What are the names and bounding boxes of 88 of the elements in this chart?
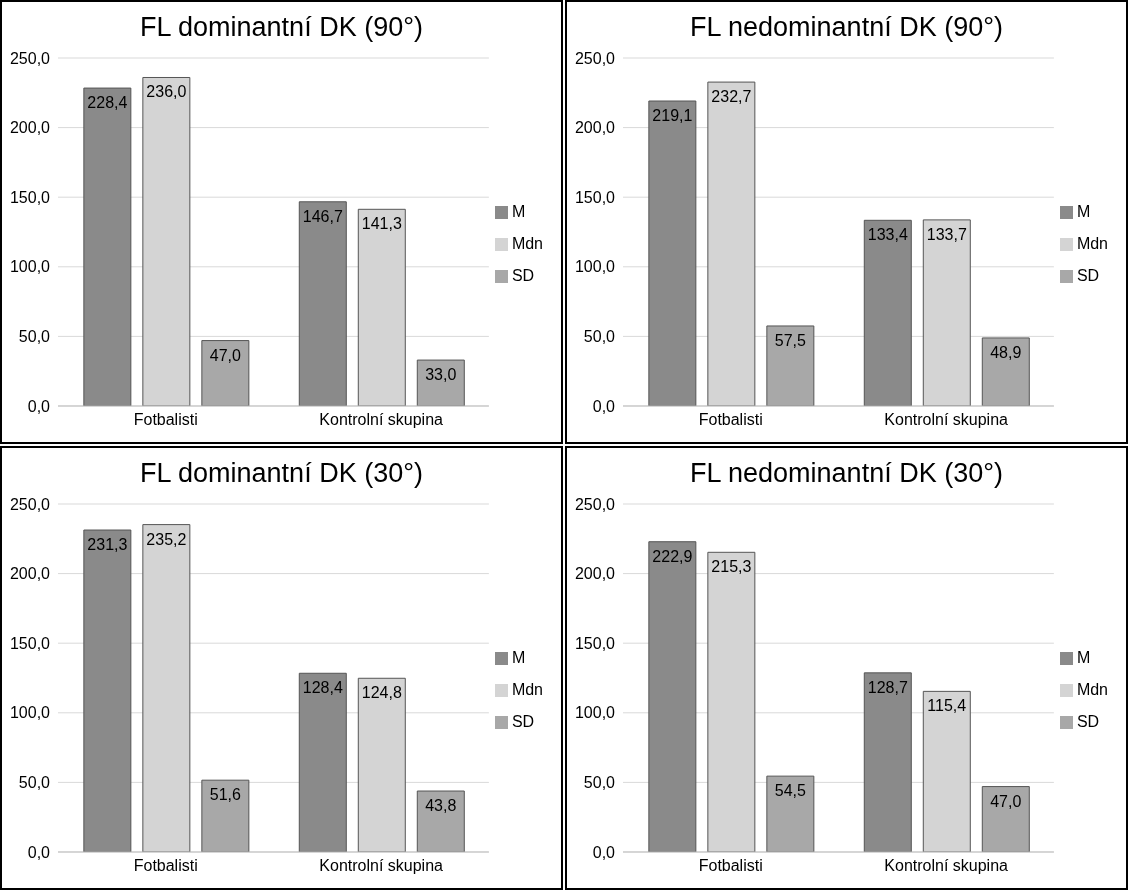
bar: [201, 340, 250, 406]
x-tick-label: Kontrolní skupina: [884, 857, 1009, 875]
y-tick-label: 100,0: [574, 704, 616, 722]
legend-label: M: [1076, 203, 1091, 220]
bar: [863, 219, 912, 406]
legend-label: Mdn: [511, 235, 543, 252]
data-label: 128,4: [302, 679, 343, 697]
x-tick-label: Fotbalisti: [698, 411, 763, 429]
legend-label: M: [1076, 649, 1091, 666]
x-tick-label: Fotbalisti: [698, 857, 763, 875]
y-tick-label: 150,0: [574, 188, 616, 206]
legend-label: M: [511, 649, 526, 666]
data-label: 43,8: [425, 797, 457, 815]
x-tick-label: Kontrolní skupina: [884, 411, 1009, 429]
y-tick-label: 100,0: [9, 704, 51, 722]
y-tick-label: 0,0: [27, 397, 51, 415]
data-label: 54,5: [774, 782, 807, 800]
data-label: 115,4: [927, 697, 967, 715]
bar: [83, 87, 132, 406]
data-label: 146,7: [302, 207, 343, 225]
x-tick-label: Kontrolní skupina: [319, 411, 444, 429]
bar: [416, 359, 465, 406]
chart-title: FL nedominantní DK (30°): [689, 458, 1004, 490]
bar: [863, 672, 912, 852]
legend-label: SD: [1076, 267, 1100, 284]
data-label: 128,7: [867, 678, 908, 696]
y-tick-label: 200,0: [9, 565, 51, 583]
y-tick-label: 50,0: [18, 774, 51, 792]
data-label: 57,5: [774, 331, 807, 349]
y-tick-label: 0,0: [27, 843, 51, 861]
data-label: 215,3: [711, 558, 752, 576]
data-label: 231,3: [87, 536, 128, 554]
legend-label: M: [511, 203, 526, 220]
y-tick-label: 0,0: [592, 397, 616, 415]
y-tick-label: 50,0: [583, 774, 616, 792]
x-tick-label: Fotbalisti: [133, 411, 198, 429]
y-tick-label: 250,0: [9, 495, 51, 513]
bar: [298, 201, 347, 406]
data-label: 141,3: [361, 215, 402, 233]
x-tick-label: Fotbalisti: [133, 857, 198, 875]
bar: [298, 672, 347, 852]
bar: [766, 325, 815, 406]
bar: [981, 337, 1030, 406]
legend-label: SD: [511, 713, 535, 730]
y-tick-label: 250,0: [9, 49, 51, 67]
y-tick-label: 250,0: [574, 49, 616, 67]
chart-title: FL dominantní DK (90°): [139, 12, 424, 44]
y-tick-label: 0,0: [592, 843, 616, 861]
bar: [201, 779, 250, 852]
legend-label: SD: [1076, 713, 1100, 730]
data-label: 228,4: [87, 94, 128, 112]
y-tick-label: 150,0: [574, 634, 616, 652]
data-label: 33,0: [425, 366, 457, 384]
bar: [416, 790, 465, 852]
data-label: 222,9: [652, 547, 693, 565]
legend-label: Mdn: [511, 681, 543, 698]
legend-label: Mdn: [1076, 681, 1108, 698]
bar: [766, 775, 815, 852]
data-label: 47,0: [990, 792, 1022, 810]
chart-title: FL nedominantní DK (90°): [689, 12, 1004, 44]
bar: [981, 786, 1030, 852]
y-tick-label: 150,0: [9, 188, 51, 206]
data-label: 232,7: [711, 88, 752, 106]
data-label: 219,1: [652, 107, 693, 125]
y-tick-label: 250,0: [574, 495, 616, 513]
legend-label: SD: [511, 267, 535, 284]
y-tick-label: 50,0: [583, 328, 616, 346]
y-tick-label: 150,0: [9, 634, 51, 652]
y-tick-label: 200,0: [574, 119, 616, 137]
data-label: 236,0: [146, 83, 187, 101]
data-label: 51,6: [209, 786, 242, 804]
data-label: 235,2: [146, 530, 187, 548]
chart-title: FL dominantní DK (30°): [139, 458, 424, 490]
data-label: 133,7: [926, 225, 967, 243]
bar: [648, 541, 697, 852]
data-label: 124,8: [361, 684, 402, 702]
y-tick-label: 100,0: [9, 258, 51, 276]
bar: [83, 529, 132, 852]
y-tick-label: 200,0: [574, 565, 616, 583]
data-label: 47,0: [209, 346, 242, 364]
bar: [648, 100, 697, 406]
y-tick-label: 200,0: [9, 119, 51, 137]
legend-label: Mdn: [1076, 235, 1108, 252]
data-label: 133,4: [867, 226, 908, 244]
y-tick-label: 50,0: [18, 328, 51, 346]
x-tick-label: Kontrolní skupina: [319, 857, 444, 875]
data-label: 48,9: [990, 343, 1022, 361]
y-tick-label: 100,0: [574, 258, 616, 276]
